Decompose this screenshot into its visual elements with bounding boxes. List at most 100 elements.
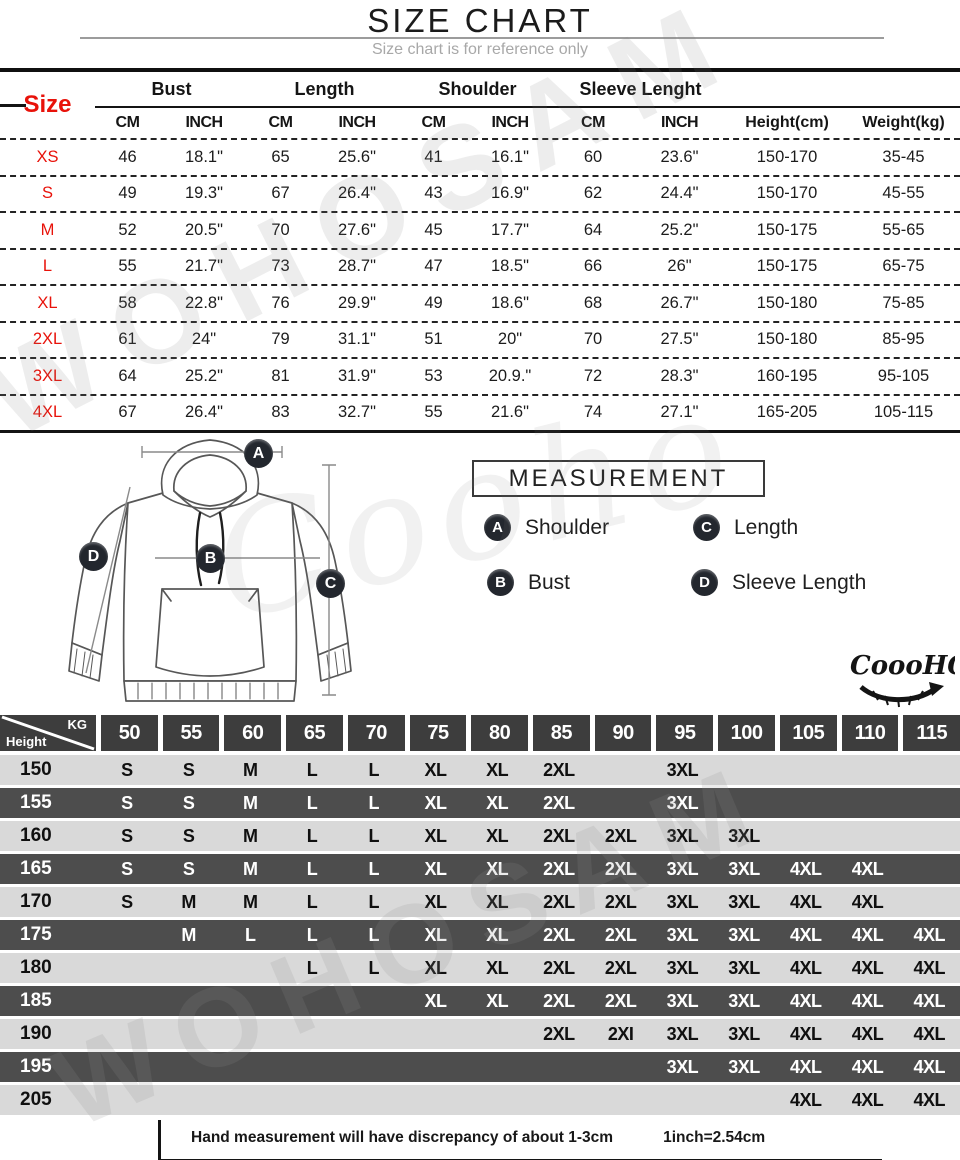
matrix-cell: 3XL xyxy=(666,759,699,780)
matrix-cell: L xyxy=(368,957,379,978)
matrix-cell: 4XL xyxy=(913,924,945,945)
size-label: L xyxy=(42,257,53,276)
matrix-cell: 4XL xyxy=(851,924,884,945)
matrix-header: KG Height 50 55 60 65 70 75 80 85 90 95 100 105 110 1… xyxy=(0,715,960,751)
matrix-cell: 4XL xyxy=(790,1056,822,1077)
matrix-cell: M xyxy=(181,891,196,912)
size-table-cell: 21.7" xyxy=(185,257,223,276)
matrix-cell: 3XL xyxy=(666,924,699,945)
legend-badge-d: D xyxy=(691,569,718,596)
matrix-cell: L xyxy=(368,858,379,879)
matrix-cell: XL xyxy=(486,858,509,879)
matrix-cell: XL xyxy=(424,924,447,945)
matrix-cell: 3XL xyxy=(728,957,760,978)
title-divider xyxy=(80,37,884,39)
size-table-cell: 73 xyxy=(271,257,290,276)
matrix-cell: XL xyxy=(486,990,509,1011)
size-table-cell: 32.7" xyxy=(338,403,376,422)
size-label: XS xyxy=(36,147,59,166)
matrix-cell: L xyxy=(368,759,379,780)
matrix-row: 185 XL XL 2XL 2XL 3XL 3XL 4XL 4XL 4XL xyxy=(0,986,960,1016)
legend-label-shoulder: Shoulder xyxy=(525,515,610,539)
matrix-row: 170 S M M L L XL XL 2XL 2XL 3XL 3XL 4XL 4XL xyxy=(0,887,960,917)
size-table-cell: 66 xyxy=(583,257,603,276)
size-table-cell: 55 xyxy=(424,403,443,422)
matrix-cell: S xyxy=(182,792,195,813)
matrix-cell: S xyxy=(121,792,133,813)
matrix-weight-label: 75 xyxy=(409,715,467,751)
legend-badge-b: B xyxy=(487,569,514,596)
header-spacer xyxy=(847,72,960,108)
matrix-row: 160 S S M L L XL XL 2XL 2XL 3XL 3XL xyxy=(0,821,960,851)
height-label: 195 xyxy=(20,1056,52,1077)
size-table-cell: 35-45 xyxy=(882,147,925,166)
size-table-cell: 67 xyxy=(118,403,137,422)
matrix-cell: 4XL xyxy=(790,858,822,879)
matrix-cell: XL xyxy=(486,825,509,846)
brand-logo: CoooHO xyxy=(850,651,955,708)
column-group-sleeve: Sleeve Lenght xyxy=(554,72,727,108)
height-label: 180 xyxy=(20,957,52,978)
size-table-cell: 41 xyxy=(424,147,443,166)
matrix-cell: S xyxy=(121,825,133,846)
matrix-weight-label: 55 xyxy=(162,715,220,751)
corner-diagonal xyxy=(1,715,95,751)
height-label: 190 xyxy=(20,1023,52,1044)
matrix-cell: L xyxy=(306,891,318,912)
matrix-cell: XL xyxy=(486,924,509,945)
matrix-weight-label: 80 xyxy=(471,715,529,751)
point-badge-sleeve: D xyxy=(79,542,108,571)
legend-item-sleeve: D Sleeve Length xyxy=(691,569,866,596)
matrix-cell: 4XL xyxy=(851,957,884,978)
drawstrings xyxy=(195,511,225,587)
matrix-weight-label: 90 xyxy=(594,715,652,751)
size-table-cell: 45 xyxy=(424,220,443,239)
legend-item-bust: B Bust xyxy=(487,569,570,596)
size-table-cell: 165-205 xyxy=(756,403,818,422)
matrix-cell: 2XI xyxy=(607,1023,634,1044)
matrix-cell: 2XL xyxy=(543,990,575,1011)
hoodie-diagram xyxy=(68,439,352,702)
size-table-cell: 18.5" xyxy=(491,257,529,276)
footer-note: Hand measurement will have discrepancy o… xyxy=(158,1120,882,1160)
size-table-cell: 18.1" xyxy=(185,147,223,166)
matrix-cell: 2XL xyxy=(543,957,575,978)
size-table-cell: 28.3" xyxy=(660,366,699,385)
size-table-cell: 105-115 xyxy=(873,403,934,422)
inch-conversion-note: 1inch=2.54cm xyxy=(663,1129,766,1146)
matrix-cell: 3XL xyxy=(666,792,699,813)
matrix-cell: 2XL xyxy=(604,924,637,945)
size-table-cell: 61 xyxy=(118,330,137,349)
legend-badge-c: C xyxy=(693,514,720,541)
measurement-discrepancy-note: Hand measurement will have discrepancy o… xyxy=(191,1129,614,1146)
size-table-cell: 19.3" xyxy=(185,184,223,203)
matrix-cell: L xyxy=(368,792,379,813)
matrix-cell: 3XL xyxy=(728,924,760,945)
matrix-weight-label: 95 xyxy=(656,715,714,751)
size-table-cell: 46 xyxy=(118,147,137,166)
size-table-cell: 29.9" xyxy=(338,293,376,312)
size-label: 3XL xyxy=(32,366,63,385)
matrix-cell: S xyxy=(121,858,133,879)
matrix-cell: L xyxy=(368,891,379,912)
matrix-cell: 4XL xyxy=(913,957,945,978)
unit-header: INCH xyxy=(338,114,376,131)
matrix-cell: S xyxy=(182,825,195,846)
height-weight-matrix: KG Height 50 55 60 65 70 75 80 85 90 95 100 105 110 1… xyxy=(0,715,960,1115)
matrix-cell: 3XL xyxy=(728,891,760,912)
header-spacer xyxy=(727,72,847,108)
matrix-row: 180 L L XL XL 2XL 2XL 3XL 3XL 4XL 4XL 4XL xyxy=(0,953,960,983)
size-table-cell: 65-75 xyxy=(882,257,925,276)
size-label: M xyxy=(40,220,55,239)
page-header: SIZE CHART Size chart is for reference o… xyxy=(0,0,960,68)
legend-label-bust: Bust xyxy=(528,570,571,594)
matrix-cell: XL xyxy=(424,957,447,978)
legend-item-length: C Length xyxy=(693,514,798,541)
column-group-bust: Bust xyxy=(95,72,248,108)
size-table-cell: 20.9." xyxy=(488,366,532,385)
matrix-cell: 4XL xyxy=(790,957,822,978)
matrix-cell: 3XL xyxy=(666,1056,699,1077)
size-table-cell: 22.8" xyxy=(185,293,223,312)
size-table-cell: 20.5" xyxy=(185,220,223,239)
